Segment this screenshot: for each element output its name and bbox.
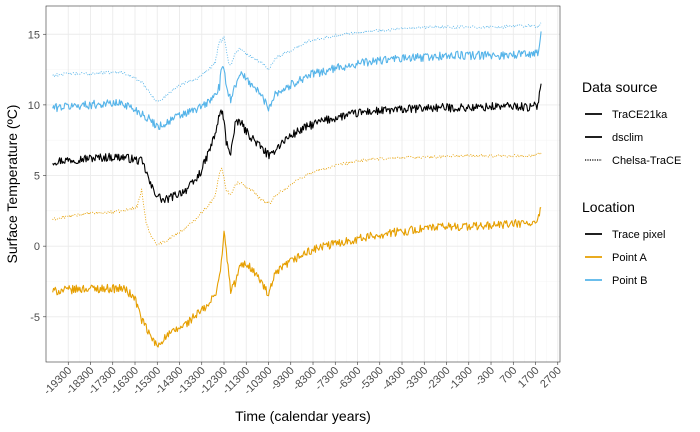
legend-title: Data source xyxy=(582,79,658,95)
series-line xyxy=(52,207,542,348)
legend-label: Point B xyxy=(612,275,647,287)
legend-label: Trace pixel xyxy=(612,229,665,241)
x-axis-title: Time (calendar years) xyxy=(235,408,371,424)
series-line xyxy=(52,152,542,246)
y-axis-title: Surface Temperature (ºC) xyxy=(4,105,20,264)
y-tick-label: 5 xyxy=(34,171,40,183)
y-tick-label: -5 xyxy=(30,312,40,324)
y-tick-label: 0 xyxy=(34,241,40,253)
legend: Data source TraCE21ka dsclim Chelsa-TraCE Lo… xyxy=(582,79,681,287)
legend-label: TraCE21ka xyxy=(612,109,668,121)
y-tick-label: 10 xyxy=(28,100,40,112)
y-tick-label: 15 xyxy=(28,29,40,41)
y-axis: -5 0 5 10 15 xyxy=(28,29,46,324)
legend-label: dsclim xyxy=(612,132,643,144)
grid-minor xyxy=(46,6,560,362)
legend-label: Chelsa-TraCE xyxy=(612,155,681,167)
series-line xyxy=(52,22,542,102)
plot-panel-border xyxy=(45,5,561,363)
series-layer xyxy=(52,22,542,348)
legend-title: Location xyxy=(582,199,635,215)
series-line xyxy=(52,31,542,130)
grid-major xyxy=(46,6,560,362)
legend-label: Point A xyxy=(612,252,648,264)
plot-panel xyxy=(46,6,560,362)
series-line xyxy=(52,83,542,204)
